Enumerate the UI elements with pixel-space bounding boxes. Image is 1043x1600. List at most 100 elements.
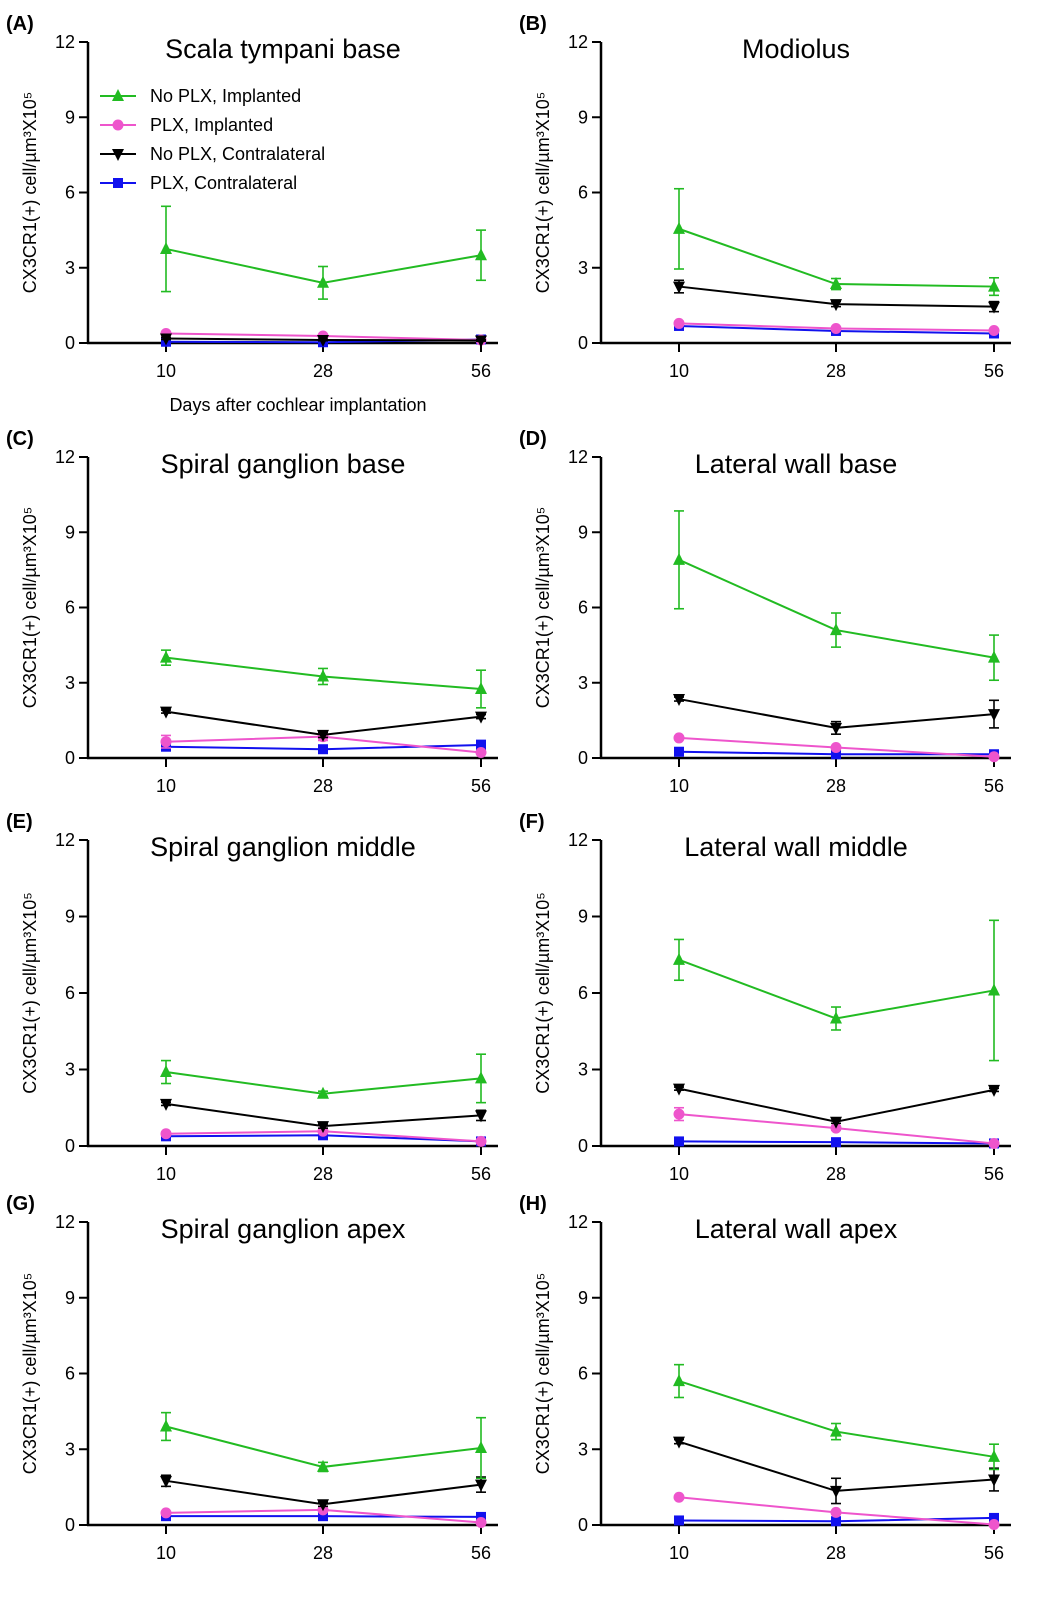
legend-marker: [112, 89, 124, 101]
data-point: [673, 281, 685, 294]
panel-letter: (F): [519, 811, 545, 833]
y-tick-label: 9: [578, 522, 588, 542]
y-tick-label: 6: [65, 598, 75, 618]
x-tick-label: 10: [156, 361, 176, 381]
data-point: [160, 1065, 172, 1078]
y-tick-label: 12: [568, 32, 588, 52]
data-point: [475, 1440, 487, 1453]
data-point: [160, 1419, 172, 1432]
data-point: [830, 1485, 842, 1498]
panel-1: (A) Scala tympani base 0 3 6 9 12 10 28 56 CX3CR1(…: [6, 13, 498, 415]
data-point: [830, 1116, 842, 1129]
data-point: [673, 1491, 685, 1503]
data-point: [475, 746, 487, 758]
data-point: [673, 1436, 685, 1449]
x-tick-label: 10: [156, 1164, 176, 1184]
y-tick-label: 12: [55, 830, 75, 850]
y-tick-label: 3: [578, 1060, 588, 1080]
data-point: [673, 1083, 685, 1096]
series-plx-implanted: [673, 1491, 1000, 1530]
y-axis-label: CX3CR1(+) cell/µm³X10⁵: [533, 92, 553, 293]
y-tick-label: 0: [65, 1136, 75, 1156]
x-tick-label: 56: [471, 361, 491, 381]
panel-title: Spiral ganglion base: [161, 449, 406, 479]
x-tick-label: 56: [984, 361, 1004, 381]
panel-4: (D) Lateral wall base 0 3 6 9 12 10 28 56 CX3CR1(+…: [519, 428, 1011, 796]
x-tick-label: 10: [669, 1164, 689, 1184]
data-point: [988, 301, 1000, 314]
data-point: [160, 333, 172, 346]
y-tick-label: 0: [578, 1515, 588, 1535]
data-point: [830, 1424, 842, 1437]
data-point: [988, 709, 1000, 722]
data-point: [317, 334, 329, 347]
y-tick-label: 9: [578, 907, 588, 927]
series-no-plx-implanted: [673, 919, 1000, 1062]
data-point: [830, 322, 842, 334]
data-point: [830, 299, 842, 312]
data-point: [475, 1071, 487, 1084]
data-point: [988, 751, 1000, 763]
data-point: [317, 729, 329, 742]
data-point: [988, 324, 1000, 336]
series-no-plx-implanted: [160, 1411, 487, 1480]
x-tick-label: 28: [313, 1164, 333, 1184]
y-tick-label: 3: [578, 673, 588, 693]
data-point: [830, 277, 842, 290]
x-tick-label: 10: [669, 1543, 689, 1563]
data-point: [831, 749, 841, 760]
y-tick-label: 9: [578, 1288, 588, 1308]
data-point: [830, 1506, 842, 1518]
x-tick-label: 28: [826, 361, 846, 381]
data-point: [830, 722, 842, 735]
data-point: [475, 711, 487, 724]
data-point: [317, 1499, 329, 1512]
series-no-plx-contralateral: [160, 333, 487, 348]
panel-letter: (A): [6, 13, 34, 35]
y-axis-label: CX3CR1(+) cell/µm³X10⁵: [20, 92, 40, 293]
data-point: [673, 221, 685, 234]
series-no-plx-implanted: [673, 187, 1000, 297]
x-tick-label: 28: [826, 776, 846, 796]
panel-8: (H) Lateral wall apex 0 3 6 9 12 10 28 56 CX3CR1(+…: [519, 1193, 1011, 1563]
panel-letter: (G): [6, 1193, 35, 1215]
y-tick-label: 9: [578, 107, 588, 127]
data-point: [988, 279, 1000, 292]
data-point: [476, 739, 486, 750]
y-tick-label: 9: [65, 1288, 75, 1308]
series-no-plx-contralateral: [160, 1474, 487, 1512]
y-tick-label: 12: [568, 830, 588, 850]
series-no-plx-implanted: [673, 1363, 1000, 1471]
y-tick-label: 9: [65, 907, 75, 927]
y-tick-label: 0: [578, 1136, 588, 1156]
data-point: [475, 1516, 487, 1528]
x-tick-label: 28: [313, 1543, 333, 1563]
y-axis-label: CX3CR1(+) cell/µm³X10⁵: [20, 892, 40, 1093]
data-point: [988, 1084, 1000, 1097]
data-point: [830, 1011, 842, 1024]
data-point: [674, 1136, 684, 1147]
panel-title: Scala tympani base: [165, 34, 401, 64]
x-tick-label: 56: [471, 1543, 491, 1563]
panel-title: Lateral wall apex: [695, 1214, 898, 1244]
panel-title: Spiral ganglion middle: [150, 832, 416, 862]
y-axis-label: CX3CR1(+) cell/µm³X10⁵: [533, 1273, 553, 1474]
series-no-plx-implanted: [160, 649, 487, 709]
data-point: [830, 741, 842, 753]
y-tick-label: 3: [578, 258, 588, 278]
panel-title: Lateral wall middle: [684, 832, 908, 862]
data-point: [317, 1086, 329, 1099]
x-tick-label: 10: [669, 361, 689, 381]
x-tick-label: 56: [471, 1164, 491, 1184]
y-tick-label: 6: [65, 183, 75, 203]
data-point: [318, 744, 328, 755]
data-point: [988, 1449, 1000, 1462]
x-tick-label: 28: [313, 776, 333, 796]
data-point: [160, 241, 172, 254]
series-no-plx-implanted: [673, 510, 1000, 682]
data-point: [988, 1518, 1000, 1530]
panel-5: (E) Spiral ganglion middle 0 3 6 9 12 10 28 56 CX3…: [6, 811, 498, 1184]
panel-7: (G) Spiral ganglion apex 0 3 6 9 12 10 28 56 CX3CR…: [6, 1193, 498, 1563]
data-point: [475, 682, 487, 695]
data-point: [988, 983, 1000, 996]
